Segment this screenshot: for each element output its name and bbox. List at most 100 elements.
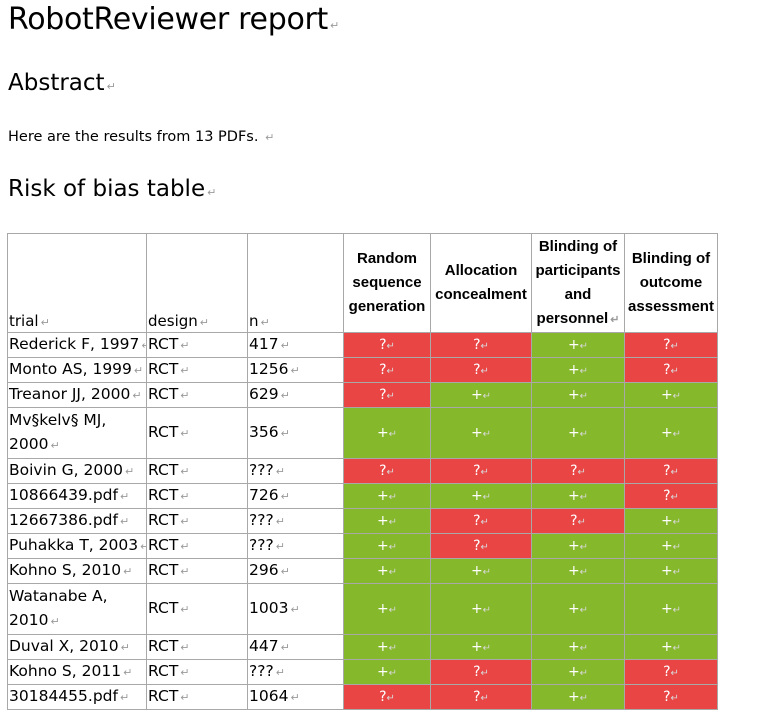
cell-allocation: ?↵ xyxy=(430,659,532,685)
paragraph-mark-icon: ↵ xyxy=(280,565,290,578)
cell-design: RCT ↵ xyxy=(146,634,248,660)
paragraph-mark-icon: ↵ xyxy=(482,391,492,402)
cell-trial-value: Treanor JJ, 2000 xyxy=(9,385,131,403)
cell-n-value: 1003 xyxy=(249,599,289,617)
paragraph-mark-icon: ↵ xyxy=(482,643,492,654)
paragraph-mark-icon: ↵ xyxy=(672,567,682,578)
header-trial: trial ↵ xyxy=(7,233,147,333)
cell-blinding-outcome: +↵ xyxy=(624,634,718,660)
cell-allocation-value: + xyxy=(470,639,483,655)
header-allocation-label: Allocation concealment xyxy=(435,262,527,303)
cell-blinding-participants-value: + xyxy=(567,563,580,579)
cell-n: 629 ↵ xyxy=(247,382,344,408)
cell-blinding-participants-value: + xyxy=(567,425,580,441)
cell-design-value: RCT xyxy=(148,561,179,579)
cell-blinding-outcome: ?↵ xyxy=(624,458,718,484)
paragraph-mark-icon: ↵ xyxy=(388,605,398,616)
paragraph-mark-icon: ↵ xyxy=(275,465,285,478)
cell-random: ?↵ xyxy=(343,382,431,408)
paragraph-mark-icon: ↵ xyxy=(119,490,130,503)
paragraph-mark-icon: ↵ xyxy=(180,565,190,578)
cell-design-value: RCT xyxy=(148,536,179,554)
cell-random-value: + xyxy=(376,488,389,504)
table-row: Monto AS, 1999 ↵ RCT ↵ 1256 ↵ ?↵ ?↵ +↵ ?↵ xyxy=(7,357,718,383)
header-design: design ↵ xyxy=(146,233,248,333)
paragraph-mark-icon: ↵ xyxy=(180,465,190,478)
paragraph-mark-icon: ↵ xyxy=(388,643,398,654)
cell-n-value: ??? xyxy=(249,662,274,680)
paragraph-mark-icon: ↵ xyxy=(672,429,682,440)
table-header-row: trial ↵ design ↵ n ↵ Random sequence genera… xyxy=(7,233,718,333)
cell-random: +↵ xyxy=(343,583,431,635)
cell-blinding-participants: +↵ xyxy=(531,634,625,660)
cell-design: RCT ↵ xyxy=(146,508,248,534)
paragraph-mark-icon: ↵ xyxy=(180,490,190,503)
cell-allocation: +↵ xyxy=(430,407,532,459)
cell-trial: Treanor JJ, 2000 ↵ xyxy=(7,382,147,408)
cell-allocation: ?↵ xyxy=(430,357,532,383)
header-allocation: Allocation concealment xyxy=(430,233,532,333)
paragraph-mark-icon: ↵ xyxy=(670,693,679,704)
paragraph-mark-icon: ↵ xyxy=(388,492,398,503)
paragraph-mark-icon: ↵ xyxy=(180,666,190,679)
cell-allocation: ?↵ xyxy=(430,533,532,559)
paragraph-mark-icon: ↵ xyxy=(280,490,290,503)
paragraph-mark-icon: ↵ xyxy=(141,339,145,352)
paragraph-mark-icon: ↵ xyxy=(140,540,145,553)
header-blinding-participants-label: Blinding of participants and personnel xyxy=(535,237,621,327)
paragraph-mark-icon: ↵ xyxy=(670,668,679,679)
paragraph-mark-icon: ↵ xyxy=(482,567,492,578)
abstract-heading-text: Abstract xyxy=(8,70,105,96)
cell-blinding-outcome: ?↵ xyxy=(624,659,718,685)
paragraph-mark-icon: ↵ xyxy=(672,605,682,616)
cell-design: RCT ↵ xyxy=(146,483,248,509)
cell-blinding-outcome-value: + xyxy=(660,425,673,441)
cell-random: +↵ xyxy=(343,533,431,559)
paragraph-mark-icon: ↵ xyxy=(133,364,144,377)
paragraph-mark-icon: ↵ xyxy=(386,391,395,402)
cell-n: 356 ↵ xyxy=(247,407,344,459)
cell-design: RCT ↵ xyxy=(146,357,248,383)
cell-blinding-outcome-value: ? xyxy=(663,337,671,353)
cell-trial-value: Mv§kelv§ MJ, 2000 xyxy=(9,411,107,453)
paragraph-mark-icon: ↵ xyxy=(577,517,586,528)
cell-blinding-participants: +↵ xyxy=(531,407,625,459)
abstract-heading: Abstract ↵ xyxy=(8,70,116,96)
cell-design: RCT ↵ xyxy=(146,458,248,484)
cell-trial: 12667386.pdf ↵ xyxy=(7,508,147,534)
cell-n-value: 417 xyxy=(249,335,279,353)
paragraph-mark-icon: ↵ xyxy=(577,467,586,478)
paragraph-mark-icon: ↵ xyxy=(180,427,190,440)
cell-blinding-outcome-value: ? xyxy=(663,463,671,479)
cell-design-value: RCT xyxy=(148,335,179,353)
paragraph-mark-icon: ↵ xyxy=(290,364,300,377)
cell-blinding-participants-value: ? xyxy=(570,513,578,529)
paragraph-mark-icon: ↵ xyxy=(180,641,190,654)
paragraph-mark-icon: ↵ xyxy=(106,80,116,93)
cell-blinding-outcome-value: ? xyxy=(663,664,671,680)
cell-n-value: 629 xyxy=(249,385,279,403)
cell-trial: Monto AS, 1999 ↵ xyxy=(7,357,147,383)
paragraph-mark-icon: ↵ xyxy=(386,693,395,704)
cell-trial: 30184455.pdf ↵ xyxy=(7,684,147,710)
paragraph-mark-icon: ↵ xyxy=(119,515,130,528)
cell-design: RCT ↵ xyxy=(146,583,248,635)
cell-design-value: RCT xyxy=(148,461,179,479)
cell-blinding-participants: +↵ xyxy=(531,533,625,559)
cell-trial-value: Monto AS, 1999 xyxy=(9,360,132,378)
cell-blinding-outcome-value: ? xyxy=(663,689,671,705)
cell-allocation-value: + xyxy=(470,563,483,579)
cell-trial: Boivin G, 2000 ↵ xyxy=(7,458,147,484)
risk-of-bias-table: trial ↵ design ↵ n ↵ Random sequence genera… xyxy=(7,233,718,710)
cell-blinding-participants-value: + xyxy=(567,639,580,655)
cell-random: +↵ xyxy=(343,407,431,459)
table-body: Rederick F, 1997↵RCT↵417↵?↵?↵+↵?↵Monto A… xyxy=(7,332,718,710)
cell-design-value: RCT xyxy=(148,662,179,680)
paragraph-mark-icon: ↵ xyxy=(50,615,60,628)
cell-random-value: + xyxy=(376,601,389,617)
cell-blinding-participants-value: + xyxy=(567,601,580,617)
cell-n: ??? ↵ xyxy=(247,458,344,484)
paragraph-mark-icon: ↵ xyxy=(120,641,130,654)
paragraph-mark-icon: ↵ xyxy=(480,517,489,528)
cell-n: ??? ↵ xyxy=(247,508,344,534)
